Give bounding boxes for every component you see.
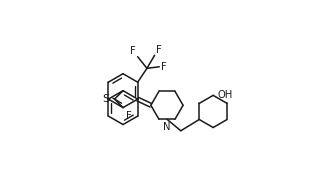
Text: F: F [156,45,162,55]
Text: F: F [130,46,136,56]
Text: F: F [126,111,131,121]
Text: S: S [103,94,110,104]
Text: OH: OH [217,90,232,100]
Text: F: F [161,62,167,72]
Text: N: N [163,122,171,132]
